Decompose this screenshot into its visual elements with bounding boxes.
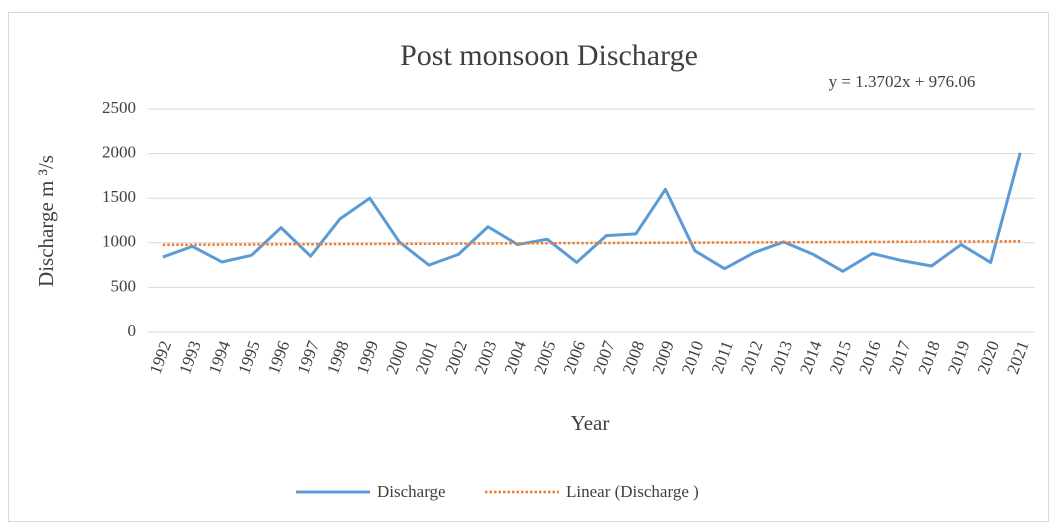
y-axis-label: Discharge m ³/s xyxy=(34,155,58,287)
trend-equation: y = 1.3702x + 976.06 xyxy=(829,72,976,91)
chart-title: Post monsoon Discharge xyxy=(400,39,698,72)
y-tick-label: 500 xyxy=(111,276,137,295)
data-line xyxy=(162,152,1022,273)
y-tick-label: 0 xyxy=(128,321,137,340)
y-tick-label: 2000 xyxy=(102,143,136,162)
y-tick-label: 1000 xyxy=(102,232,136,251)
chart-border xyxy=(8,12,1049,522)
y-tick-label: 1500 xyxy=(102,187,136,206)
x-axis-label: Year xyxy=(571,411,610,435)
legend-label: Discharge xyxy=(377,482,446,501)
trend-line xyxy=(162,240,1021,247)
y-tick-label: 2500 xyxy=(102,98,136,117)
legend-label: Linear (Discharge ) xyxy=(566,482,699,501)
